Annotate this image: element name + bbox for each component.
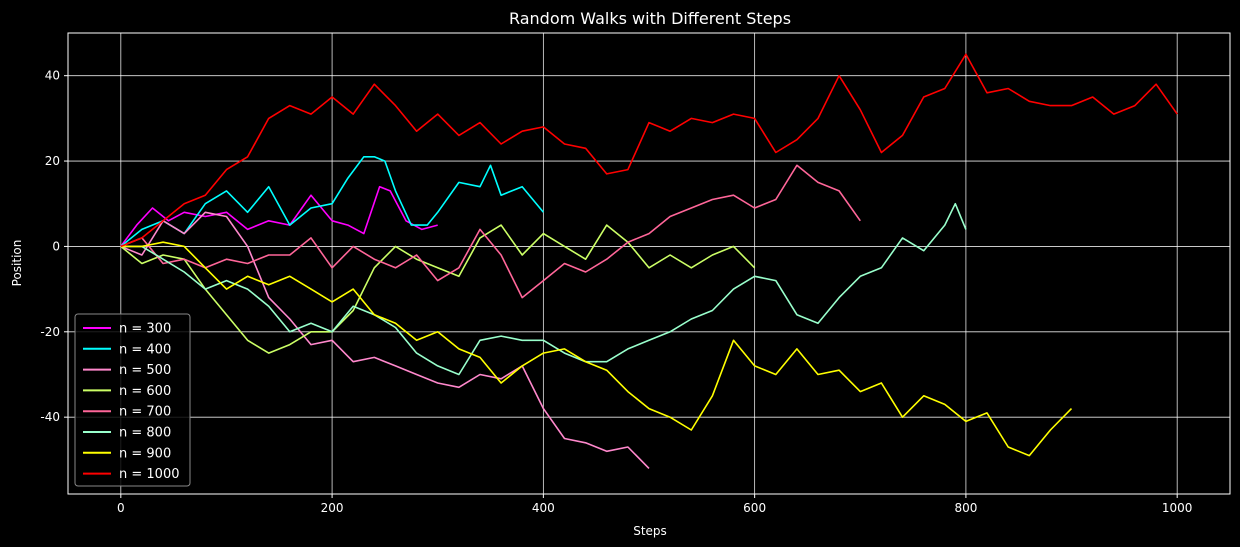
legend-box	[74, 313, 191, 487]
legend-label: n = 900	[119, 446, 171, 461]
series-line-7	[120, 241, 1073, 457]
series-line-5	[120, 164, 861, 299]
legend-label: n = 400	[119, 342, 171, 357]
series-group	[120, 53, 1178, 469]
legend-label: n = 500	[119, 363, 171, 378]
legend: n = 300 n = 400 n = 500 n = 600 n = 700 n = 8…	[74, 313, 191, 487]
series-line-6	[120, 202, 967, 376]
x-tick-label: 800	[954, 501, 977, 515]
y-tick-label: 40	[45, 69, 60, 83]
x-tick-label: 200	[321, 501, 344, 515]
series-line-8	[120, 53, 1178, 248]
plot-frame	[67, 32, 1231, 495]
x-axis-label: Steps	[633, 524, 667, 538]
series-line-4	[120, 224, 756, 354]
legend-label: n = 1000	[119, 467, 179, 482]
chart-title: Random Walks with Different Steps	[509, 9, 791, 28]
x-tick-label: 1000	[1162, 501, 1193, 515]
y-tick-label: 20	[45, 154, 60, 168]
y-tick-label: -20	[40, 325, 60, 339]
series-line-3	[120, 211, 650, 469]
y-tick-label: 0	[52, 239, 60, 253]
series-line-2	[120, 156, 545, 248]
x-tick-label: 600	[743, 501, 766, 515]
legend-label: n = 300	[119, 322, 171, 337]
ticks: 0 200 400 600 800 1000 -40 -20 0 20 40	[40, 69, 1192, 515]
y-axis-label: Position	[10, 240, 24, 287]
x-tick-label: 400	[532, 501, 555, 515]
legend-label: n = 700	[119, 405, 171, 420]
legend-label: n = 600	[119, 384, 171, 399]
legend-label: n = 800	[119, 426, 171, 441]
x-tick-label: 0	[117, 501, 125, 515]
grid	[68, 33, 1230, 494]
y-tick-label: -40	[40, 410, 60, 424]
